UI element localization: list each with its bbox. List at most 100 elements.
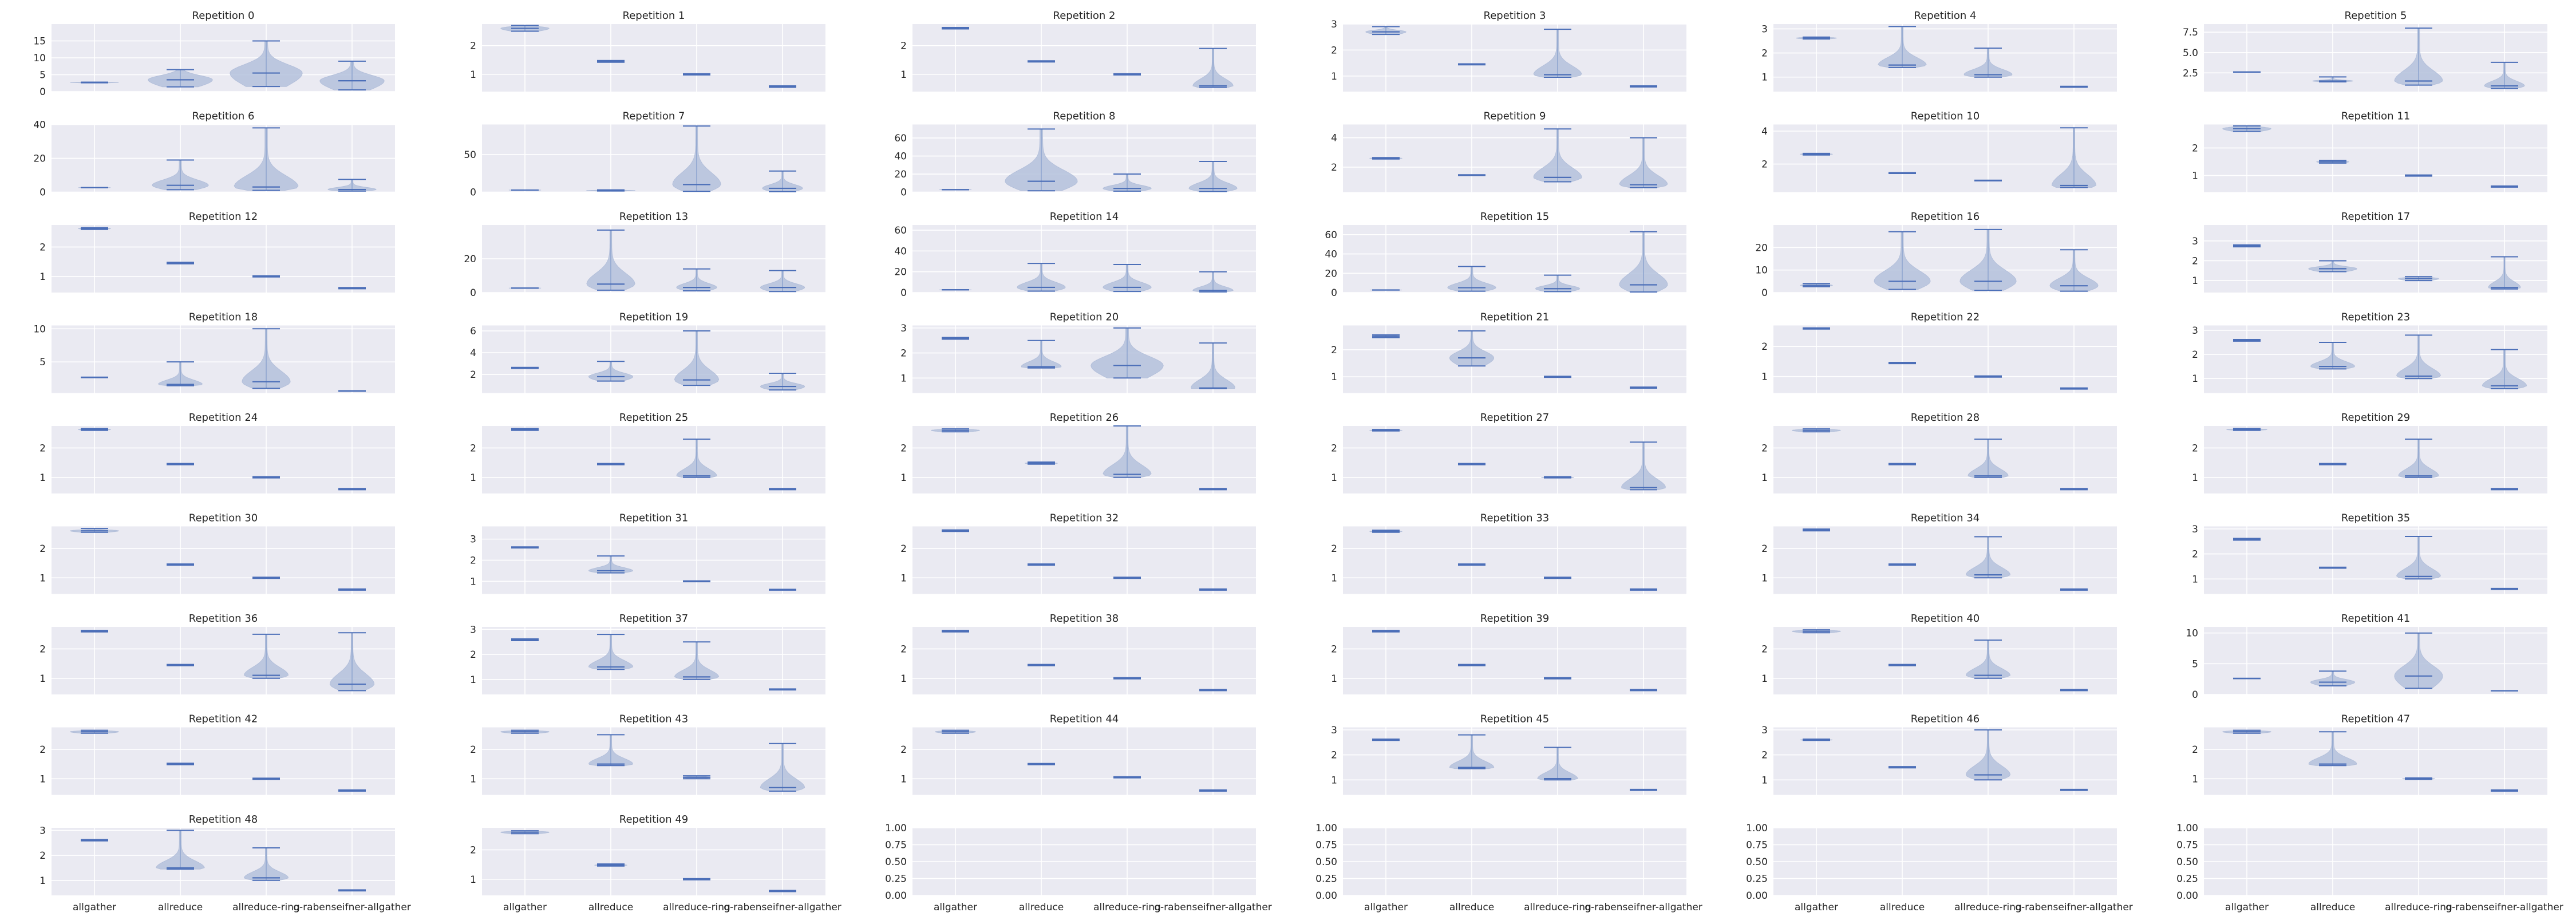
y-tick-label: 1 (1761, 775, 1768, 786)
x-tick-label: allreduce (2310, 902, 2355, 913)
plot-area (912, 225, 1256, 293)
y-tick-label: 3 (2192, 325, 2198, 337)
plot-area (482, 627, 825, 694)
subplot-title: Repetition 4 (1914, 10, 1977, 22)
plot-area (912, 426, 1256, 493)
y-tick-label: 2 (1331, 345, 1337, 356)
subplot-title: Repetition 29 (2341, 412, 2410, 424)
subplot: 1 2 3 Repetition 20 (900, 311, 1256, 393)
plot-area (2204, 124, 2547, 192)
plot-area (2204, 727, 2547, 795)
subplot-title: Repetition 8 (1053, 110, 1116, 123)
y-tick-label: 1 (900, 773, 907, 785)
y-tick-label: 1.00 (885, 823, 907, 834)
subplot: 0.00 0.25 0.50 0.75 1.00 allgather allreduce al… (1315, 823, 1702, 913)
y-tick-label: 2.5 (2183, 68, 2198, 79)
y-tick-label: 2 (1761, 341, 1768, 353)
y-tick-label: 2 (39, 242, 46, 253)
y-tick-label: 0.25 (1746, 874, 1768, 885)
y-tick-label: 5 (39, 70, 46, 81)
subplot-title: Repetition 33 (1480, 512, 1549, 524)
subplot-title: Repetition 26 (1050, 412, 1119, 424)
plot-area (1773, 727, 2117, 795)
y-tick-label: 1 (1331, 572, 1337, 584)
y-tick-label: 2 (39, 543, 46, 555)
subplot: 1 2 Repetition 33 (1331, 512, 1686, 594)
x-tick-label: allreduce (588, 902, 633, 913)
y-tick-label: 2 (2192, 549, 2198, 560)
y-tick-label: 0.50 (885, 856, 907, 868)
y-tick-label: 1 (900, 69, 907, 81)
y-tick-label: 2 (470, 744, 476, 756)
y-tick-label: 1 (39, 572, 46, 584)
plot-area (1773, 24, 2117, 92)
subplot-title: Repetition 48 (189, 814, 258, 826)
y-tick-label: 60 (894, 225, 907, 236)
subplot-title: Repetition 42 (189, 713, 258, 725)
y-tick-label: 0.75 (1746, 840, 1768, 851)
y-tick-label: 2 (39, 643, 46, 655)
x-tick-label: g-rabenseifner-allgather (1585, 902, 1702, 913)
y-tick-label: 3 (1761, 23, 1768, 35)
subplot-title: Repetition 18 (189, 311, 258, 323)
y-tick-label: 2 (900, 543, 907, 555)
y-tick-label: 0.00 (1315, 890, 1337, 902)
y-tick-label: 20 (894, 267, 907, 278)
subplot: 1 2 3 Repetition 4 (1761, 10, 2117, 92)
y-tick-label: 1 (2192, 574, 2198, 585)
subplot: 1 2 3 Repetition 17 (2192, 211, 2547, 293)
x-tick-label: allreduce-ring (2385, 902, 2452, 913)
y-tick-label: 1 (470, 874, 476, 886)
plot-area (2204, 627, 2547, 694)
subplot: 0.00 0.25 0.50 0.75 1.00 allgather allreduce al… (1746, 823, 2133, 913)
subplot: 0 50 Repetition 7 (464, 110, 825, 199)
x-tick-label: g-rabenseifner-allgather (2445, 902, 2563, 913)
y-tick-label: 0 (39, 86, 46, 98)
y-tick-label: 15 (33, 36, 46, 48)
y-tick-label: 2 (900, 348, 907, 360)
y-tick-label: 0.25 (1315, 874, 1337, 885)
subplot: 1 2 Repetition 24 (39, 412, 395, 493)
y-tick-label: 2 (39, 744, 46, 756)
y-tick-label: 20 (1325, 268, 1337, 279)
subplot-title: Repetition 43 (619, 713, 688, 725)
y-tick-label: 1 (900, 572, 907, 584)
subplot: 1 2 Repetition 11 (2192, 110, 2547, 192)
subplot-title: Repetition 47 (2341, 713, 2410, 725)
x-tick-label: allgather (73, 902, 116, 913)
subplot-title: Repetition 9 (1484, 110, 1546, 123)
subplot-title: Repetition 36 (189, 613, 258, 625)
y-tick-label: 1 (2192, 171, 2198, 182)
y-tick-label: 1 (1761, 72, 1768, 84)
y-tick-label: 2 (900, 744, 907, 756)
y-tick-label: 2 (1331, 162, 1337, 173)
subplot: 0 10 20 Repetition 16 (1755, 211, 2117, 299)
subplot-title: Repetition 35 (2341, 512, 2410, 524)
y-tick-label: 1 (1761, 673, 1768, 685)
y-tick-label: 1 (1761, 472, 1768, 484)
subplot: 1 2 Repetition 49 allgather allreduce allredu… (470, 814, 841, 913)
subplot-title: Repetition 40 (1911, 613, 1980, 625)
subplot-title: Repetition 49 (619, 814, 688, 826)
x-tick-label: allreduce-ring (1524, 902, 1591, 913)
subplot-title: Repetition 13 (619, 211, 688, 223)
subplot-title: Repetition 7 (623, 110, 685, 123)
y-tick-label: 0.75 (1315, 840, 1337, 851)
y-tick-label: 3 (1331, 19, 1337, 30)
y-tick-label: 3 (900, 323, 907, 334)
subplot: 1 2 Repetition 29 (2192, 412, 2547, 493)
subplot: 1 2 Repetition 47 (2192, 713, 2547, 795)
plot-area (1343, 526, 1686, 594)
subplot-title: Repetition 0 (192, 10, 255, 22)
plot-area (482, 24, 825, 92)
y-tick-label: 50 (464, 149, 476, 161)
y-tick-label: 2 (1331, 45, 1337, 56)
subplot-title: Repetition 39 (1480, 613, 1549, 625)
subplot: 1 2 3 Repetition 46 (1761, 713, 2117, 795)
y-tick-label: 2 (1331, 443, 1337, 454)
y-tick-label: 20 (1755, 242, 1768, 254)
y-tick-label: 1 (39, 673, 46, 685)
y-tick-label: 1 (2192, 373, 2198, 385)
y-tick-label: 0.50 (1315, 856, 1337, 868)
y-tick-label: 1 (39, 773, 46, 785)
